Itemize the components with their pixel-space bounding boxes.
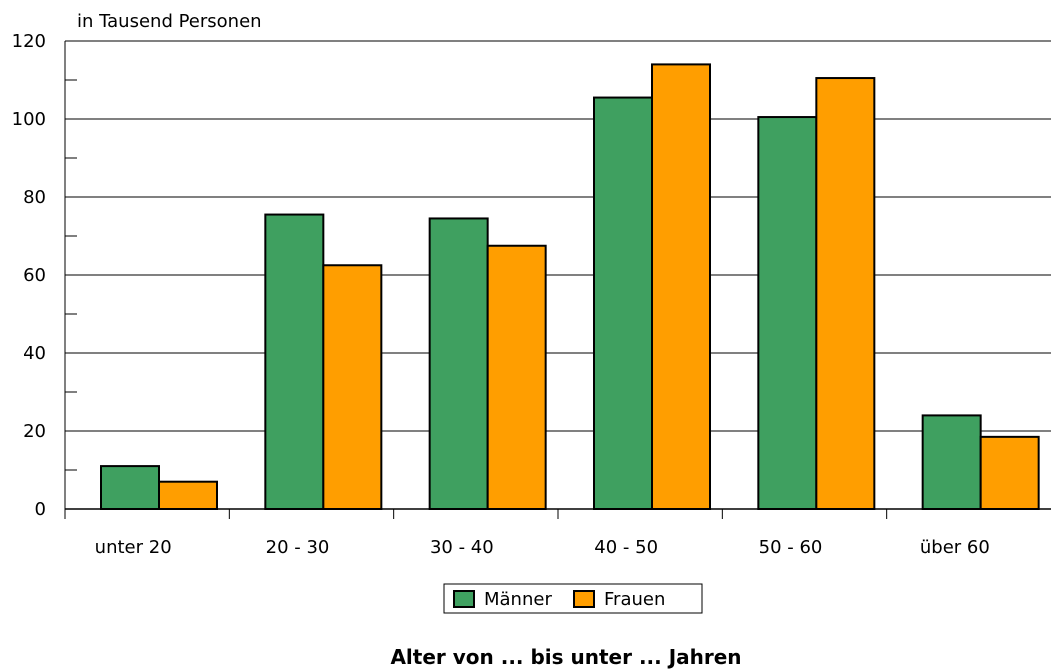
x-axis-label: Alter von ... bis unter ... Jahren xyxy=(390,645,741,669)
bar-series-1-2 xyxy=(428,217,489,510)
bar-series-1-3 xyxy=(593,96,653,511)
y-tick-label: 60 xyxy=(23,265,46,286)
bar-series-1-4 xyxy=(757,116,818,511)
bar-series-1-5 xyxy=(921,414,982,510)
y-tick-label: 100 xyxy=(12,109,46,130)
bar-series-1-1 xyxy=(264,213,325,511)
legend-swatch-2 xyxy=(573,590,595,608)
x-category-label: 40 - 50 xyxy=(594,537,658,558)
bar-series-2-1 xyxy=(322,264,383,510)
legend: Männer Frauen xyxy=(443,583,703,614)
bar-series-2-0 xyxy=(158,480,218,511)
x-category-label: 20 - 30 xyxy=(266,537,330,558)
bar-series-2-2 xyxy=(486,244,547,510)
legend-label-2: Frauen xyxy=(604,589,665,610)
legend-swatch-1 xyxy=(453,590,475,608)
y-tick-label: 0 xyxy=(35,499,46,520)
x-category-label: 50 - 60 xyxy=(759,537,823,558)
x-category-label: 30 - 40 xyxy=(430,537,494,558)
x-axis: unter 20 20 - 30 30 - 40 40 - 50 50 - 60 über… xyxy=(64,508,1051,558)
y-tick-label: 80 xyxy=(23,187,46,208)
y-axis-label: in Tausend Personen xyxy=(77,11,262,32)
bar-series-2-4 xyxy=(815,77,876,511)
x-category-label: über 60 xyxy=(920,537,990,558)
legend-label-1: Männer xyxy=(484,589,552,610)
bar-series-2-5 xyxy=(979,435,1040,511)
y-tick-label: 20 xyxy=(23,421,46,442)
y-axis: 0 20 40 60 80 100 120 xyxy=(12,31,77,520)
bar-series-2-3 xyxy=(651,63,711,511)
bars xyxy=(100,63,1040,511)
x-category-label: unter 20 xyxy=(95,537,172,558)
y-tick-label: 40 xyxy=(23,343,46,364)
bar-series-1-0 xyxy=(100,465,160,511)
gridlines xyxy=(65,40,1051,510)
y-tick-label: 120 xyxy=(12,31,46,52)
